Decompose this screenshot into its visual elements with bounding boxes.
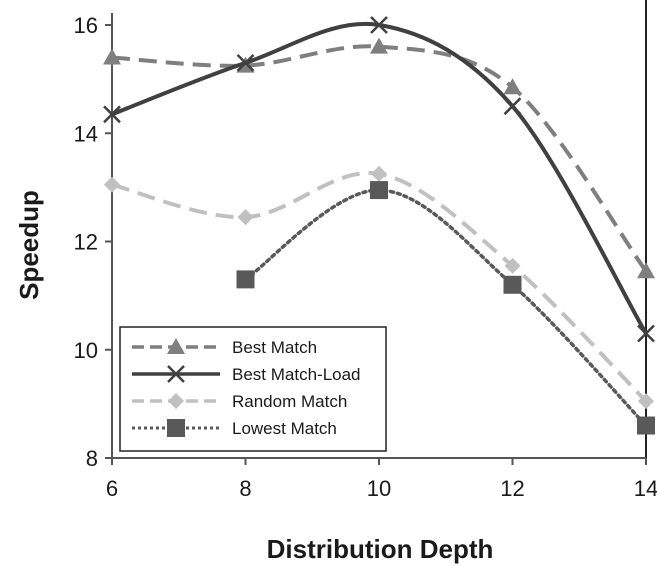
- x-tick-label: 10: [367, 476, 391, 501]
- data-point-marker: [504, 257, 521, 274]
- series-layer: [103, 16, 655, 435]
- legend-box: [119, 326, 387, 452]
- data-point-marker: [103, 48, 121, 65]
- series-line: [111, 21, 648, 335]
- y-tick-label: 12: [74, 230, 98, 255]
- data-point-marker: [236, 54, 255, 72]
- data-point-marker: [637, 262, 655, 279]
- y-axis-title: Speedup: [14, 190, 44, 300]
- legend-marker: [167, 419, 185, 437]
- y-tick-label: 14: [74, 121, 98, 146]
- y-tick-label: 16: [74, 13, 98, 38]
- data-point-marker: [503, 78, 522, 95]
- data-point-marker: [236, 270, 255, 289]
- series-best-match-load: [103, 16, 655, 343]
- series-lowest-match: [236, 181, 655, 435]
- data-point-marker: [371, 165, 387, 182]
- legend-label: Lowest Match: [232, 419, 337, 438]
- x-axis-title: Distribution Depth: [267, 534, 494, 564]
- data-point-marker: [237, 209, 254, 226]
- data-point-marker: [103, 105, 121, 124]
- y-axis: 8 10 12 14 16: [74, 13, 113, 471]
- y-tick-label: 10: [74, 338, 98, 363]
- x-tick-label: 6: [106, 476, 118, 501]
- legend-label: Random Match: [232, 392, 347, 411]
- data-point-marker: [503, 275, 522, 294]
- data-point-marker: [370, 181, 388, 200]
- data-point-marker: [503, 97, 522, 116]
- legend-marker: [167, 365, 185, 383]
- data-point-marker: [638, 393, 654, 410]
- x-tick-label: 14: [634, 476, 657, 501]
- y-tick-label: 8: [86, 446, 98, 471]
- series-line: [243, 188, 648, 428]
- x-axis: 6 8 10 12 14: [106, 457, 657, 501]
- legend-marker: [167, 338, 185, 354]
- series-line: [111, 44, 648, 273]
- data-point-marker: [637, 324, 655, 343]
- series-random-match: [104, 165, 654, 410]
- data-point-marker: [104, 176, 120, 193]
- data-point-marker: [370, 16, 388, 34]
- legend-label: Best Match: [232, 338, 317, 357]
- series-best-match: [103, 37, 655, 279]
- data-point-marker: [370, 37, 388, 54]
- legend-item-best-match-load: Best Match-Load: [132, 365, 361, 384]
- x-tick-label: 12: [500, 476, 524, 501]
- legend-item-best-match: Best Match: [132, 338, 317, 357]
- x-tick-label: 8: [239, 476, 251, 501]
- legend: Best Match Best Match-Load Random Match Low…: [119, 326, 387, 452]
- legend-item-random-match: Random Match: [132, 392, 347, 411]
- legend-marker: [168, 393, 184, 409]
- data-point-marker: [637, 416, 655, 435]
- legend-label: Best Match-Load: [232, 365, 361, 384]
- legend-item-lowest-match: Lowest Match: [132, 419, 337, 438]
